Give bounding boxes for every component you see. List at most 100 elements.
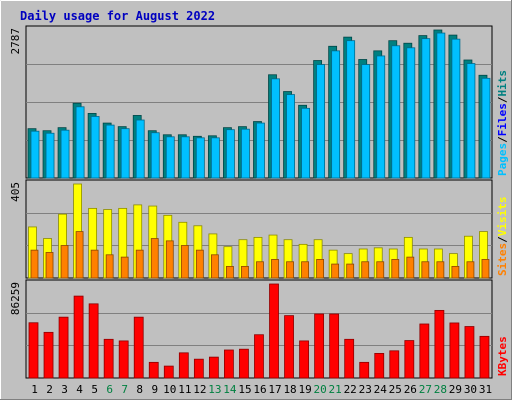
bar-pages-day-27 [421,38,431,179]
day-label-13: 13 [208,383,221,396]
day-label-11: 11 [178,383,191,396]
panel-max-label: 405 [9,182,22,202]
day-label-15: 15 [238,383,251,396]
day-label-6: 6 [106,383,113,396]
legend-item: / [496,136,509,143]
bar-sites-day-7 [120,256,129,279]
bar-kbytes-day-26 [404,340,415,379]
bar-pages-day-7 [120,128,130,179]
bar-kbytes-day-18 [284,315,294,379]
bar-kbytes-day-31 [479,335,490,379]
day-label-3: 3 [61,383,68,396]
bar-kbytes-day-28 [434,309,445,379]
bar-pages-day-22 [346,40,356,179]
day-label-25: 25 [389,383,402,396]
day-label-23: 23 [359,383,372,396]
legend-item: / [496,96,509,103]
panel-max-label: 86259 [9,282,22,315]
bar-pages-day-18 [286,94,295,179]
bar-kbytes-day-24 [374,353,385,379]
panel-visits-sites: 405 Sites/Visits [9,179,509,279]
bar-pages-day-23 [361,64,371,179]
day-label-7: 7 [121,383,128,396]
bar-sites-day-26 [406,256,415,279]
bar-sites-day-6 [105,254,114,279]
bar-kbytes-day-15 [239,348,249,379]
bar-pages-day-9 [150,132,160,179]
bar-pages-day-4 [75,106,85,179]
bar-kbytes-day-11 [178,352,189,379]
bar-pages-day-20 [316,64,326,179]
day-label-14: 14 [223,383,237,396]
bar-sites-day-5 [90,249,99,279]
day-label-22: 22 [344,383,357,396]
bar-kbytes-day-3 [58,316,69,379]
bar-sites-day-13 [210,254,219,279]
bar-sites-day-18 [286,261,294,279]
bar-sites-day-31 [481,259,490,279]
bar-pages-day-2 [45,132,55,179]
bar-sites-day-30 [466,261,475,279]
bar-pages-day-10 [165,136,175,179]
day-label-10: 10 [163,383,176,396]
bar-sites-day-1 [30,249,39,279]
bar-kbytes-day-4 [73,295,84,379]
bar-sites-day-19 [301,261,309,279]
bar-kbytes-day-20 [314,313,325,379]
bar-sites-day-22 [346,263,355,279]
day-label-9: 9 [151,383,158,396]
bar-sites-day-3 [60,245,69,279]
day-axis-labels: 1 2 3 4 5 6 7 8 9 10 11 12 13 14 15 16 17 18 19 20 21 22 23 24 2… [31,383,492,396]
bar-kbytes-day-22 [344,338,355,379]
day-label-30: 30 [464,383,477,396]
bar-pages-day-28 [436,32,446,179]
day-label-4: 4 [76,383,83,396]
bar-pages-day-24 [376,55,386,179]
panel-kbytes: 86259 KBytes [9,279,509,379]
bar-sites-day-8 [135,249,144,279]
bar-pages-day-11 [180,136,190,179]
bar-pages-day-17 [271,78,280,179]
bar-sites-day-23 [361,261,370,279]
bar-sites-day-14 [226,265,234,279]
bar-kbytes-day-19 [299,340,309,379]
bar-sites-day-17 [271,259,279,279]
bar-sites-day-21 [331,263,340,279]
bar-kbytes-day-27 [419,323,430,379]
bar-sites-day-25 [391,259,400,279]
legend-item: KBytes [496,336,509,376]
bar-kbytes-day-7 [118,340,129,379]
bar-pages-day-26 [406,47,416,179]
legend-item: Visits [496,197,509,237]
legend-item: / [496,236,509,243]
bar-kbytes-day-14 [224,349,234,379]
day-label-24: 24 [374,383,388,396]
day-label-31: 31 [479,383,492,396]
bar-kbytes-day-25 [389,350,400,379]
bar-sites-day-20 [316,259,325,279]
bar-sites-day-11 [180,245,189,279]
bar-kbytes-day-30 [464,326,475,379]
day-label-17: 17 [268,383,281,396]
bar-pages-day-13 [210,137,220,179]
bar-pages-day-16 [256,122,265,179]
bar-sites-day-9 [150,238,159,279]
panel-legend: Sites/Visits [496,197,509,277]
bar-kbytes-day-9 [148,361,159,379]
bar-kbytes-day-10 [163,365,174,379]
day-label-16: 16 [253,383,266,396]
bar-kbytes-day-29 [449,322,460,379]
bar-kbytes-day-13 [208,356,219,379]
day-label-26: 26 [404,383,417,396]
bar-pages-day-12 [195,137,205,179]
bar-pages-day-19 [301,107,310,179]
bar-kbytes-day-6 [103,338,114,379]
bar-kbytes-day-17 [269,283,279,379]
bar-pages-day-5 [90,116,100,179]
day-label-1: 1 [31,383,38,396]
bar-pages-day-15 [241,128,250,179]
day-label-2: 2 [46,383,53,396]
